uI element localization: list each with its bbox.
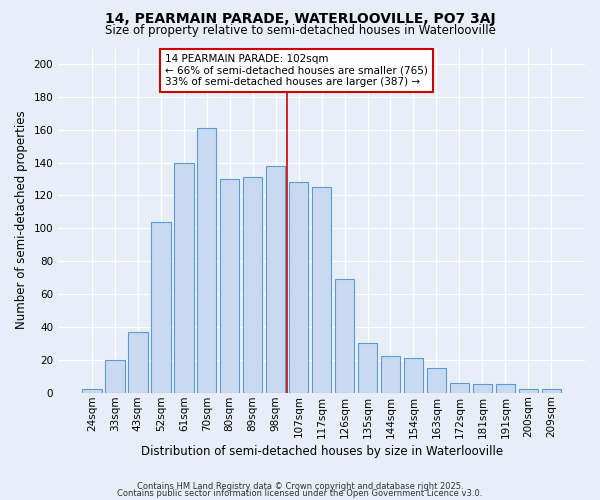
Bar bbox=[312, 187, 331, 392]
Bar bbox=[518, 390, 538, 392]
Bar bbox=[404, 358, 423, 392]
Text: 14, PEARMAIN PARADE, WATERLOOVILLE, PO7 3AJ: 14, PEARMAIN PARADE, WATERLOOVILLE, PO7 … bbox=[104, 12, 496, 26]
Bar bbox=[174, 162, 194, 392]
Bar bbox=[243, 178, 262, 392]
X-axis label: Distribution of semi-detached houses by size in Waterlooville: Distribution of semi-detached houses by … bbox=[140, 444, 503, 458]
Bar bbox=[197, 128, 217, 392]
Text: Contains public sector information licensed under the Open Government Licence v3: Contains public sector information licen… bbox=[118, 488, 482, 498]
Bar bbox=[105, 360, 125, 392]
Bar bbox=[128, 332, 148, 392]
Bar bbox=[542, 390, 561, 392]
Text: Contains HM Land Registry data © Crown copyright and database right 2025.: Contains HM Land Registry data © Crown c… bbox=[137, 482, 463, 491]
Bar bbox=[381, 356, 400, 392]
Bar bbox=[427, 368, 446, 392]
Bar bbox=[82, 390, 101, 392]
Bar bbox=[473, 384, 492, 392]
Text: 14 PEARMAIN PARADE: 102sqm
← 66% of semi-detached houses are smaller (765)
33% o: 14 PEARMAIN PARADE: 102sqm ← 66% of semi… bbox=[166, 54, 428, 88]
Bar bbox=[266, 166, 286, 392]
Bar bbox=[335, 279, 355, 392]
Bar bbox=[151, 222, 170, 392]
Bar bbox=[220, 179, 239, 392]
Text: Size of property relative to semi-detached houses in Waterlooville: Size of property relative to semi-detach… bbox=[104, 24, 496, 37]
Bar bbox=[449, 383, 469, 392]
Bar bbox=[289, 182, 308, 392]
Y-axis label: Number of semi-detached properties: Number of semi-detached properties bbox=[15, 111, 28, 330]
Bar bbox=[496, 384, 515, 392]
Bar bbox=[358, 344, 377, 392]
